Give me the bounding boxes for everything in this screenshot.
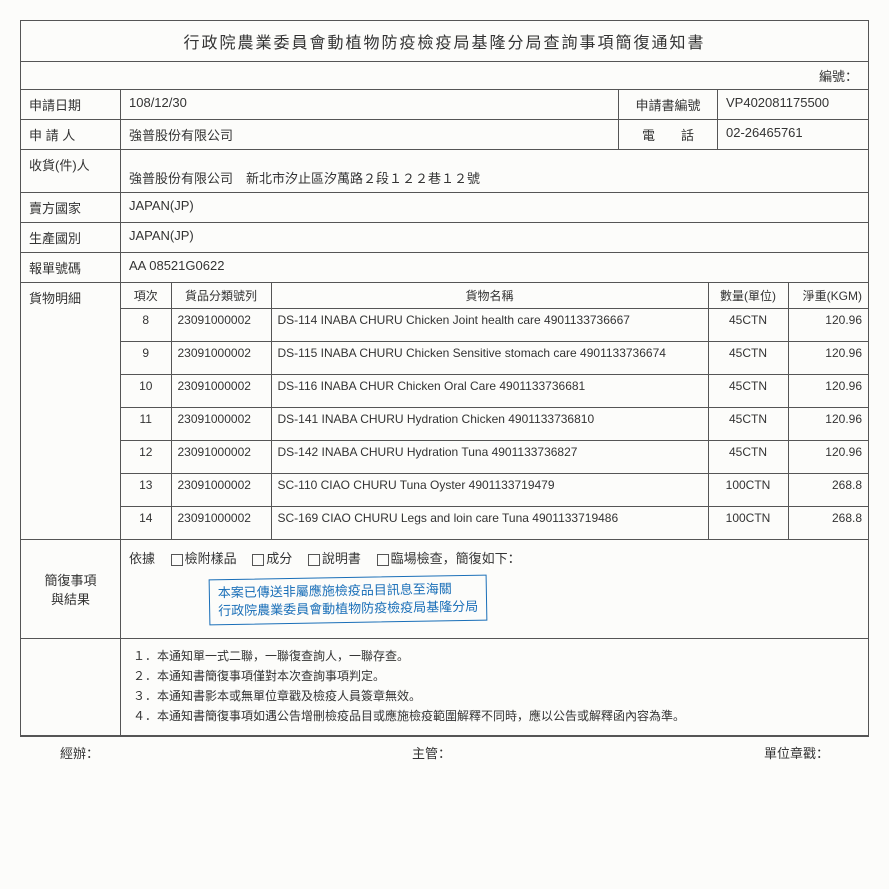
cell-seq: 13 xyxy=(121,474,171,507)
items-table: 項次 貨品分類號列 貨物名稱 數量(單位) 淨重(KGM) 8230910000… xyxy=(121,283,868,539)
cell-seq: 14 xyxy=(121,507,171,540)
apply-no-label: 申請書編號 xyxy=(618,90,718,119)
table-row: 823091000002DS-114 INABA CHURU Chicken J… xyxy=(121,309,868,342)
reply-section: 簡復事項 與結果 依據 檢附樣品 成分 說明書 臨場檢查，簡復如下： 本案已傳送… xyxy=(21,540,868,639)
basis-line: 依據 檢附樣品 成分 說明書 臨場檢查，簡復如下： xyxy=(129,548,860,567)
notes-label xyxy=(21,639,121,735)
cell-qty: 45CTN xyxy=(708,408,788,441)
apply-date-label: 申請日期 xyxy=(21,90,121,119)
reply-label: 簡復事項 與結果 xyxy=(21,540,121,638)
items-label: 貨物明細 xyxy=(21,283,121,539)
cell-code: 23091000002 xyxy=(171,342,271,375)
cell-seq: 10 xyxy=(121,375,171,408)
cell-code: 23091000002 xyxy=(171,441,271,474)
decl-no-label: 報單號碼 xyxy=(21,253,121,282)
cell-weight: 268.8 xyxy=(788,507,868,540)
checkbox-icon xyxy=(377,554,389,566)
cell-seq: 12 xyxy=(121,441,171,474)
cell-code: 23091000002 xyxy=(171,375,271,408)
cell-weight: 120.96 xyxy=(788,309,868,342)
cell-qty: 45CTN xyxy=(708,441,788,474)
footer-handler: 經辦： xyxy=(60,743,99,762)
apply-no-value: VP402081175500 xyxy=(718,90,868,119)
cell-seq: 11 xyxy=(121,408,171,441)
cell-weight: 120.96 xyxy=(788,342,868,375)
cell-seq: 8 xyxy=(121,309,171,342)
cell-qty: 100CTN xyxy=(708,474,788,507)
recipient-label: 收貨(件)人 xyxy=(21,150,121,192)
table-row: 1323091000002SC-110 CIAO CHURU Tuna Oyst… xyxy=(121,474,868,507)
header-name: 貨物名稱 xyxy=(271,283,708,309)
applicant-value: 強普股份有限公司 xyxy=(121,120,618,149)
cell-name: DS-116 INABA CHUR Chicken Oral Care 4901… xyxy=(271,375,708,408)
cell-name: DS-115 INABA CHURU Chicken Sensitive sto… xyxy=(271,342,708,375)
cell-name: DS-114 INABA CHURU Chicken Joint health … xyxy=(271,309,708,342)
origin-country-row: 生產國別 JAPAN(JP) xyxy=(21,223,868,253)
checkbox-icon xyxy=(308,554,320,566)
cell-name: SC-110 CIAO CHURU Tuna Oyster 4901133719… xyxy=(271,474,708,507)
cell-name: DS-141 INABA CHURU Hydration Chicken 490… xyxy=(271,408,708,441)
seller-country-row: 賣方國家 JAPAN(JP) xyxy=(21,193,868,223)
decl-no-row: 報單號碼 AA 08521G0622 xyxy=(21,253,868,283)
cell-weight: 120.96 xyxy=(788,441,868,474)
cell-code: 23091000002 xyxy=(171,408,271,441)
table-row: 1223091000002DS-142 INABA CHURU Hydratio… xyxy=(121,441,868,474)
document-title: 行政院農業委員會動植物防疫檢疫局基隆分局查詢事項簡復通知書 xyxy=(21,21,868,62)
footer-supervisor: 主管： xyxy=(412,743,451,762)
apply-date-row: 申請日期 108/12/30 申請書編號 VP402081175500 xyxy=(21,90,868,120)
notes-content: １．本通知單一式二聯，一聯復查詢人，一聯存查。 ２．本通知書簡復事項僅對本次查詢… xyxy=(121,639,868,735)
seller-country-label: 賣方國家 xyxy=(21,193,121,222)
table-row: 1423091000002SC-169 CIAO CHURU Legs and … xyxy=(121,507,868,540)
recipient-row: 收貨(件)人 強普股份有限公司 新北市汐止區汐萬路２段１２２巷１２號 xyxy=(21,150,868,193)
checkbox-icon xyxy=(171,554,183,566)
applicant-row: 申 請 人 強普股份有限公司 電 話 02-26465761 xyxy=(21,120,868,150)
reply-content: 依據 檢附樣品 成分 說明書 臨場檢查，簡復如下： 本案已傳送非屬應施檢疫品目訊… xyxy=(121,540,868,638)
notes-section: １．本通知單一式二聯，一聯復查詢人，一聯存查。 ２．本通知書簡復事項僅對本次查詢… xyxy=(21,639,868,736)
header-code: 貨品分類號列 xyxy=(171,283,271,309)
origin-country-label: 生產國別 xyxy=(21,223,121,252)
cell-seq: 9 xyxy=(121,342,171,375)
table-row: 1123091000002DS-141 INABA CHURU Hydratio… xyxy=(121,408,868,441)
footer-stamp: 單位章戳： xyxy=(764,743,829,762)
cell-name: SC-169 CIAO CHURU Legs and loin care Tun… xyxy=(271,507,708,540)
checkbox-icon xyxy=(252,554,264,566)
table-row: 923091000002DS-115 INABA CHURU Chicken S… xyxy=(121,342,868,375)
seller-country-value: JAPAN(JP) xyxy=(121,193,868,222)
cell-name: DS-142 INABA CHURU Hydration Tuna 490113… xyxy=(271,441,708,474)
serial-number: 編號： xyxy=(21,62,868,90)
apply-date-value: 108/12/30 xyxy=(121,90,618,119)
phone-label: 電 話 xyxy=(618,120,718,149)
cell-code: 23091000002 xyxy=(171,309,271,342)
footer: 經辦： 主管： 單位章戳： xyxy=(20,737,869,768)
cell-weight: 120.96 xyxy=(788,408,868,441)
cell-code: 23091000002 xyxy=(171,474,271,507)
approval-stamp: 本案已傳送非屬應施檢疫品目訊息至海關 行政院農業委員會動植物防疫檢疫局基隆分局 xyxy=(209,575,488,626)
header-weight: 淨重(KGM) xyxy=(788,283,868,309)
header-qty: 數量(單位) xyxy=(708,283,788,309)
cell-qty: 45CTN xyxy=(708,375,788,408)
cell-qty: 45CTN xyxy=(708,309,788,342)
header-seq: 項次 xyxy=(121,283,171,309)
origin-country-value: JAPAN(JP) xyxy=(121,223,868,252)
cell-weight: 268.8 xyxy=(788,474,868,507)
cell-qty: 45CTN xyxy=(708,342,788,375)
recipient-value: 強普股份有限公司 新北市汐止區汐萬路２段１２２巷１２號 xyxy=(121,150,868,192)
items-section: 貨物明細 項次 貨品分類號列 貨物名稱 數量(單位) 淨重(KGM) 82309… xyxy=(21,283,868,540)
decl-no-value: AA 08521G0622 xyxy=(121,253,868,282)
document-container: 行政院農業委員會動植物防疫檢疫局基隆分局查詢事項簡復通知書 編號： 申請日期 1… xyxy=(20,20,869,737)
cell-code: 23091000002 xyxy=(171,507,271,540)
table-row: 1023091000002DS-116 INABA CHUR Chicken O… xyxy=(121,375,868,408)
applicant-label: 申 請 人 xyxy=(21,120,121,149)
cell-qty: 100CTN xyxy=(708,507,788,540)
cell-weight: 120.96 xyxy=(788,375,868,408)
phone-value: 02-26465761 xyxy=(718,120,868,149)
